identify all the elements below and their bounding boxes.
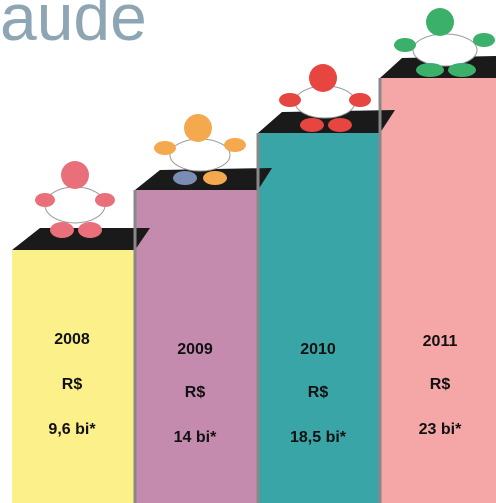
column-2011: [380, 78, 496, 503]
currency: R$: [430, 376, 451, 393]
amount: 23 bi*: [419, 421, 462, 438]
infographic: aude: [0, 0, 496, 503]
year: 2008: [54, 331, 90, 348]
amount: 9,6 bi*: [48, 421, 96, 438]
year: 2011: [423, 333, 458, 350]
currency: R$: [308, 384, 329, 401]
figure: [35, 161, 115, 238]
title: aude: [0, 0, 147, 54]
currency: R$: [62, 376, 83, 393]
column-2010: [258, 133, 380, 503]
amount: 18,5 bi*: [290, 429, 347, 446]
amount: 14 bi*: [174, 429, 217, 446]
year: 2009: [177, 341, 213, 358]
currency: R$: [185, 384, 206, 401]
year: 2010: [300, 341, 336, 358]
